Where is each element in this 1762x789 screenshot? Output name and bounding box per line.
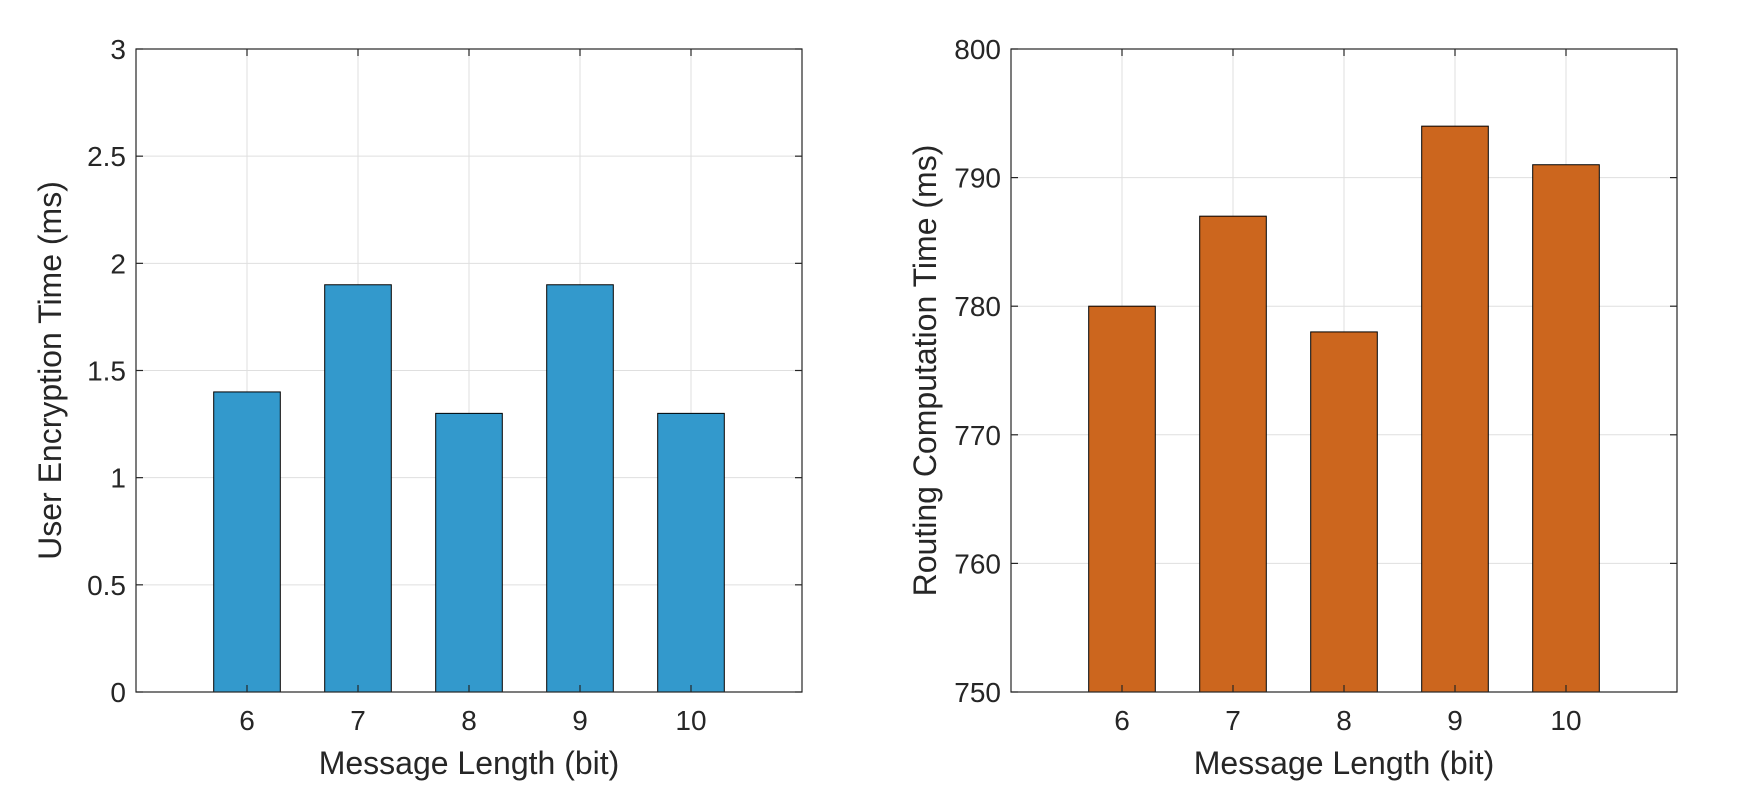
- chart-encryption-xtick-label-9: 9: [572, 705, 588, 736]
- chart-routing-ytick-label-3: 780: [954, 291, 1001, 322]
- chart-routing-bar-6: [1088, 305, 1156, 693]
- chart-routing-ylabel: Routing Computation Time (ms): [907, 145, 943, 597]
- chart-encryption-bar-6: [213, 391, 281, 693]
- chart-routing-bar-7: [1199, 215, 1267, 693]
- chart-encryption-ytick-label-2: 1: [110, 463, 126, 494]
- chart-routing-ytick-label-0: 750: [954, 677, 1001, 708]
- chart-encryption-ylabel: User Encryption Time (ms): [32, 181, 68, 560]
- chart-encryption-xtick-label-10: 10: [675, 705, 706, 736]
- chart-encryption-ytick-label-5: 2.5: [87, 141, 126, 172]
- chart-routing-xtick-label-9: 9: [1447, 705, 1463, 736]
- chart-encryption-time: 0 0.5 1 1.5 2 2.5 3 6 7 8 9 10 Message Length (bit) U…: [32, 34, 803, 781]
- chart-routing-ytick-label-2: 770: [954, 420, 1001, 451]
- chart-encryption-ytick-label-4: 2: [110, 248, 126, 279]
- chart-encryption-bar-7: [324, 284, 392, 693]
- chart-encryption-ytick-label-3: 1.5: [87, 356, 126, 387]
- chart-encryption-xlabel: Message Length (bit): [319, 745, 620, 781]
- chart-encryption-ytick-label-6: 3: [110, 34, 126, 65]
- chart-routing-bar-9: [1421, 125, 1489, 693]
- chart-encryption-xtick-label-6: 6: [239, 705, 255, 736]
- chart-routing-xtick-label-10: 10: [1550, 705, 1581, 736]
- chart-routing-bar-10: [1532, 164, 1600, 693]
- chart-encryption-xtick-label-8: 8: [461, 705, 477, 736]
- chart-routing-xtick-label-8: 8: [1336, 705, 1352, 736]
- chart-encryption-ytick-label-0: 0: [110, 677, 126, 708]
- chart-encryption-xtick-label-7: 7: [350, 705, 366, 736]
- chart-encryption-bar-9: [546, 284, 614, 693]
- chart-routing-ytick-label-1: 760: [954, 548, 1001, 579]
- chart-routing-xtick-label-7: 7: [1225, 705, 1241, 736]
- chart-encryption-bar-10: [657, 412, 725, 693]
- chart-encryption-bar-8: [435, 412, 503, 693]
- chart-routing-time: 750 760 770 780 790 800 6 7 8 9 10 Message Length (…: [907, 34, 1678, 781]
- chart-encryption-ytick-label-1: 0.5: [87, 570, 126, 601]
- chart-routing-xlabel: Message Length (bit): [1194, 745, 1495, 781]
- chart-routing-bar-8: [1310, 331, 1378, 693]
- chart-routing-ytick-label-4: 790: [954, 163, 1001, 194]
- chart-routing-xtick-label-6: 6: [1114, 705, 1130, 736]
- chart-routing-ytick-label-5: 800: [954, 34, 1001, 65]
